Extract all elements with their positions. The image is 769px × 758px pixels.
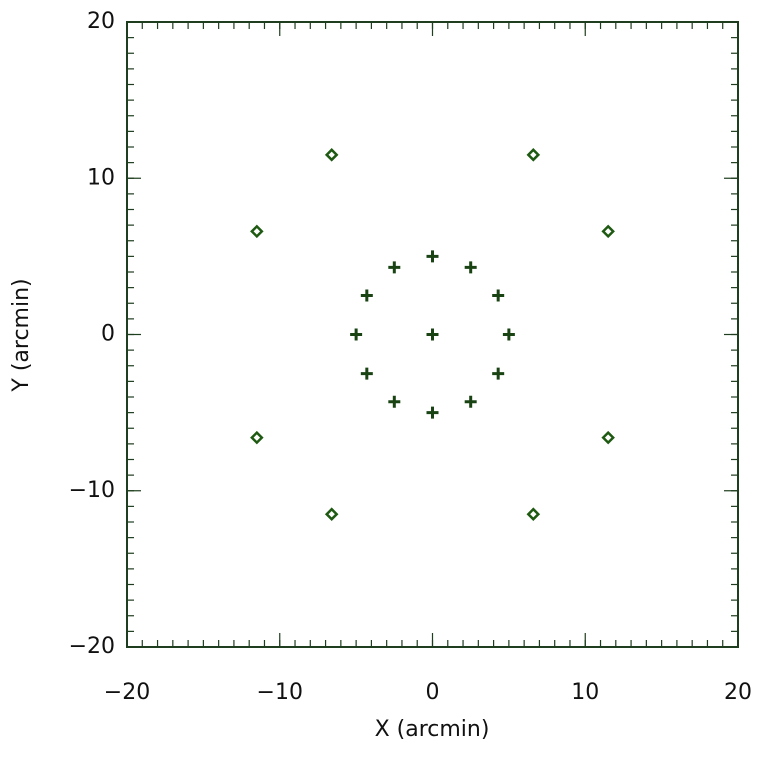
plus-marker	[502, 328, 515, 341]
diamond-marker	[324, 148, 339, 162]
plus-marker	[492, 367, 505, 380]
diamond-marker	[526, 148, 541, 162]
diamond-marker	[601, 430, 615, 445]
x-tick-label: −10	[257, 680, 303, 705]
plus-marker	[492, 289, 505, 302]
y-axis-label: Y (arcmin)	[9, 278, 34, 392]
plus-marker	[360, 367, 373, 380]
y-tick-label: 20	[87, 9, 115, 34]
plus-marker	[388, 261, 401, 274]
plus-marker	[388, 395, 401, 408]
x-axis-label: X (arcmin)	[375, 717, 490, 742]
y-tick-label: −10	[69, 478, 115, 503]
diamond-marker	[526, 507, 541, 521]
plus-marker	[360, 289, 373, 302]
y-tick-label: 0	[101, 322, 115, 347]
plus-marker	[464, 395, 477, 408]
plus-marker	[464, 261, 477, 274]
plus-marker	[426, 250, 439, 263]
x-tick-label: 0	[426, 680, 440, 705]
diamond-marker	[601, 224, 615, 239]
x-tick-label: 20	[724, 680, 752, 705]
plus-marker	[426, 406, 439, 419]
y-tick-label: −20	[69, 634, 115, 659]
x-tick-label: 10	[571, 680, 599, 705]
y-tick-label: 10	[87, 165, 115, 190]
diamond-marker	[250, 224, 264, 239]
plus-marker	[426, 328, 439, 341]
x-tick-label: −20	[104, 680, 150, 705]
diamond-marker	[250, 430, 264, 445]
diamond-marker	[324, 507, 339, 521]
plus-marker	[350, 328, 363, 341]
